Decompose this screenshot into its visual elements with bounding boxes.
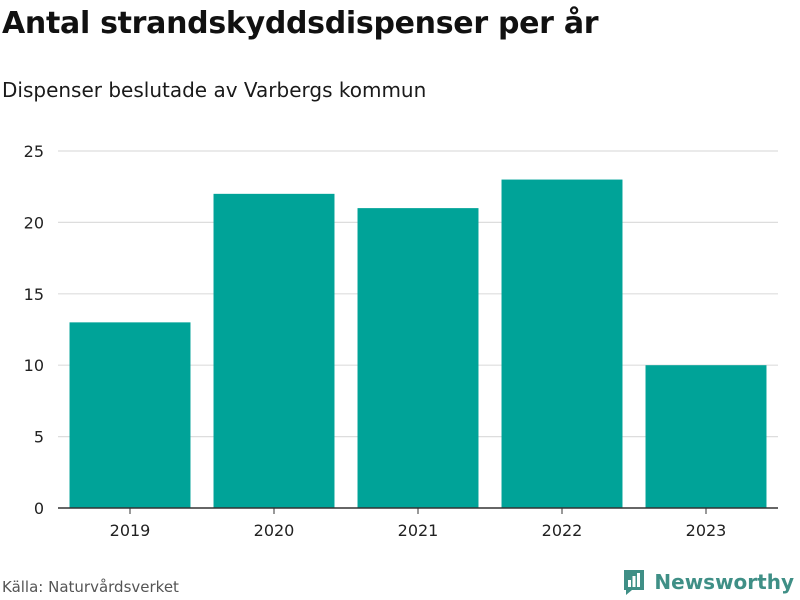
x-tick-label: 2022 [542, 521, 583, 540]
y-tick-label: 10 [24, 356, 44, 375]
chart-title: Antal strandskyddsdispenser per år [2, 6, 599, 41]
y-tick-label: 0 [34, 499, 44, 518]
y-tick-label: 20 [24, 213, 44, 232]
y-tick-label: 25 [24, 142, 44, 161]
x-tick-label: 2019 [110, 521, 151, 540]
x-tick-label: 2023 [686, 521, 727, 540]
bar-2023 [645, 365, 767, 508]
x-tick-label: 2021 [398, 521, 439, 540]
source-note: Källa: Naturvårdsverket [2, 578, 179, 596]
bars [69, 179, 767, 508]
chart-subtitle: Dispenser beslutade av Varbergs kommun [2, 78, 427, 102]
bar-2021 [357, 208, 479, 508]
newsworthy-logo-icon [624, 570, 645, 595]
y-tick-label: 15 [24, 285, 44, 304]
x-tick-label: 2020 [254, 521, 295, 540]
brand-name: Newsworthy [654, 570, 794, 594]
brand: Newsworthy [622, 568, 794, 596]
y-tick-label: 5 [34, 428, 44, 447]
y-axis-ticks: 0 5 10 15 20 25 [24, 142, 44, 518]
bar-2019 [69, 322, 191, 508]
bar-2020 [213, 193, 335, 508]
x-axis-ticks: 2019 2020 2021 2022 2023 [110, 508, 727, 540]
bar-2022 [501, 179, 623, 508]
